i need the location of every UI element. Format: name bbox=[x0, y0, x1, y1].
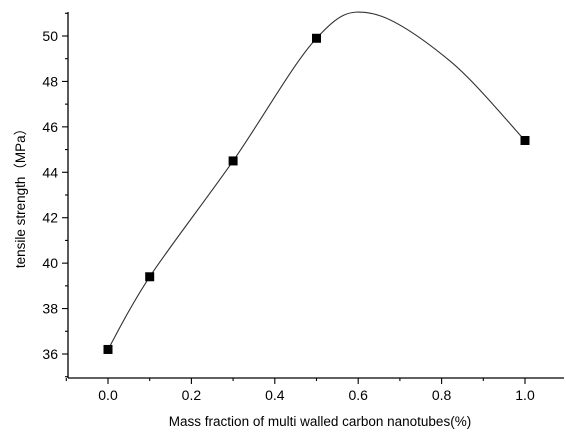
x-tick-label: 1.0 bbox=[515, 387, 535, 403]
y-tick-label: 38 bbox=[42, 301, 58, 317]
x-axis-label: Mass fraction of multi walled carbon nan… bbox=[169, 414, 471, 429]
y-ticks: 36 38 40 42 44 46 48 50 bbox=[42, 12, 68, 378]
data-point bbox=[228, 156, 238, 166]
y-tick-label: 36 bbox=[42, 346, 58, 362]
axes bbox=[67, 12, 564, 379]
data-point bbox=[145, 272, 155, 282]
x-ticks: 0.0 0.2 0.4 0.6 0.8 1.0 bbox=[65, 378, 535, 403]
data-point bbox=[312, 33, 321, 43]
y-tick-label: 44 bbox=[42, 164, 58, 180]
x-tick-label: 0.0 bbox=[98, 387, 118, 403]
x-tick-label: 0.8 bbox=[432, 387, 452, 403]
data-point bbox=[520, 135, 530, 145]
y-tick-label: 42 bbox=[42, 210, 58, 226]
y-tick-label: 46 bbox=[42, 119, 58, 135]
data-point bbox=[103, 344, 113, 354]
fit-curve bbox=[107, 11, 526, 350]
x-tick-label: 0.2 bbox=[182, 387, 202, 403]
x-tick-label: 0.6 bbox=[348, 387, 368, 403]
y-tick-label: 50 bbox=[42, 28, 58, 44]
y-axis-label: tensile strength（MPa） bbox=[13, 122, 28, 268]
y-tick-label: 40 bbox=[42, 255, 58, 271]
y-tick-label: 48 bbox=[42, 73, 58, 89]
x-tick-label: 0.4 bbox=[265, 387, 285, 403]
data-markers bbox=[103, 33, 530, 354]
